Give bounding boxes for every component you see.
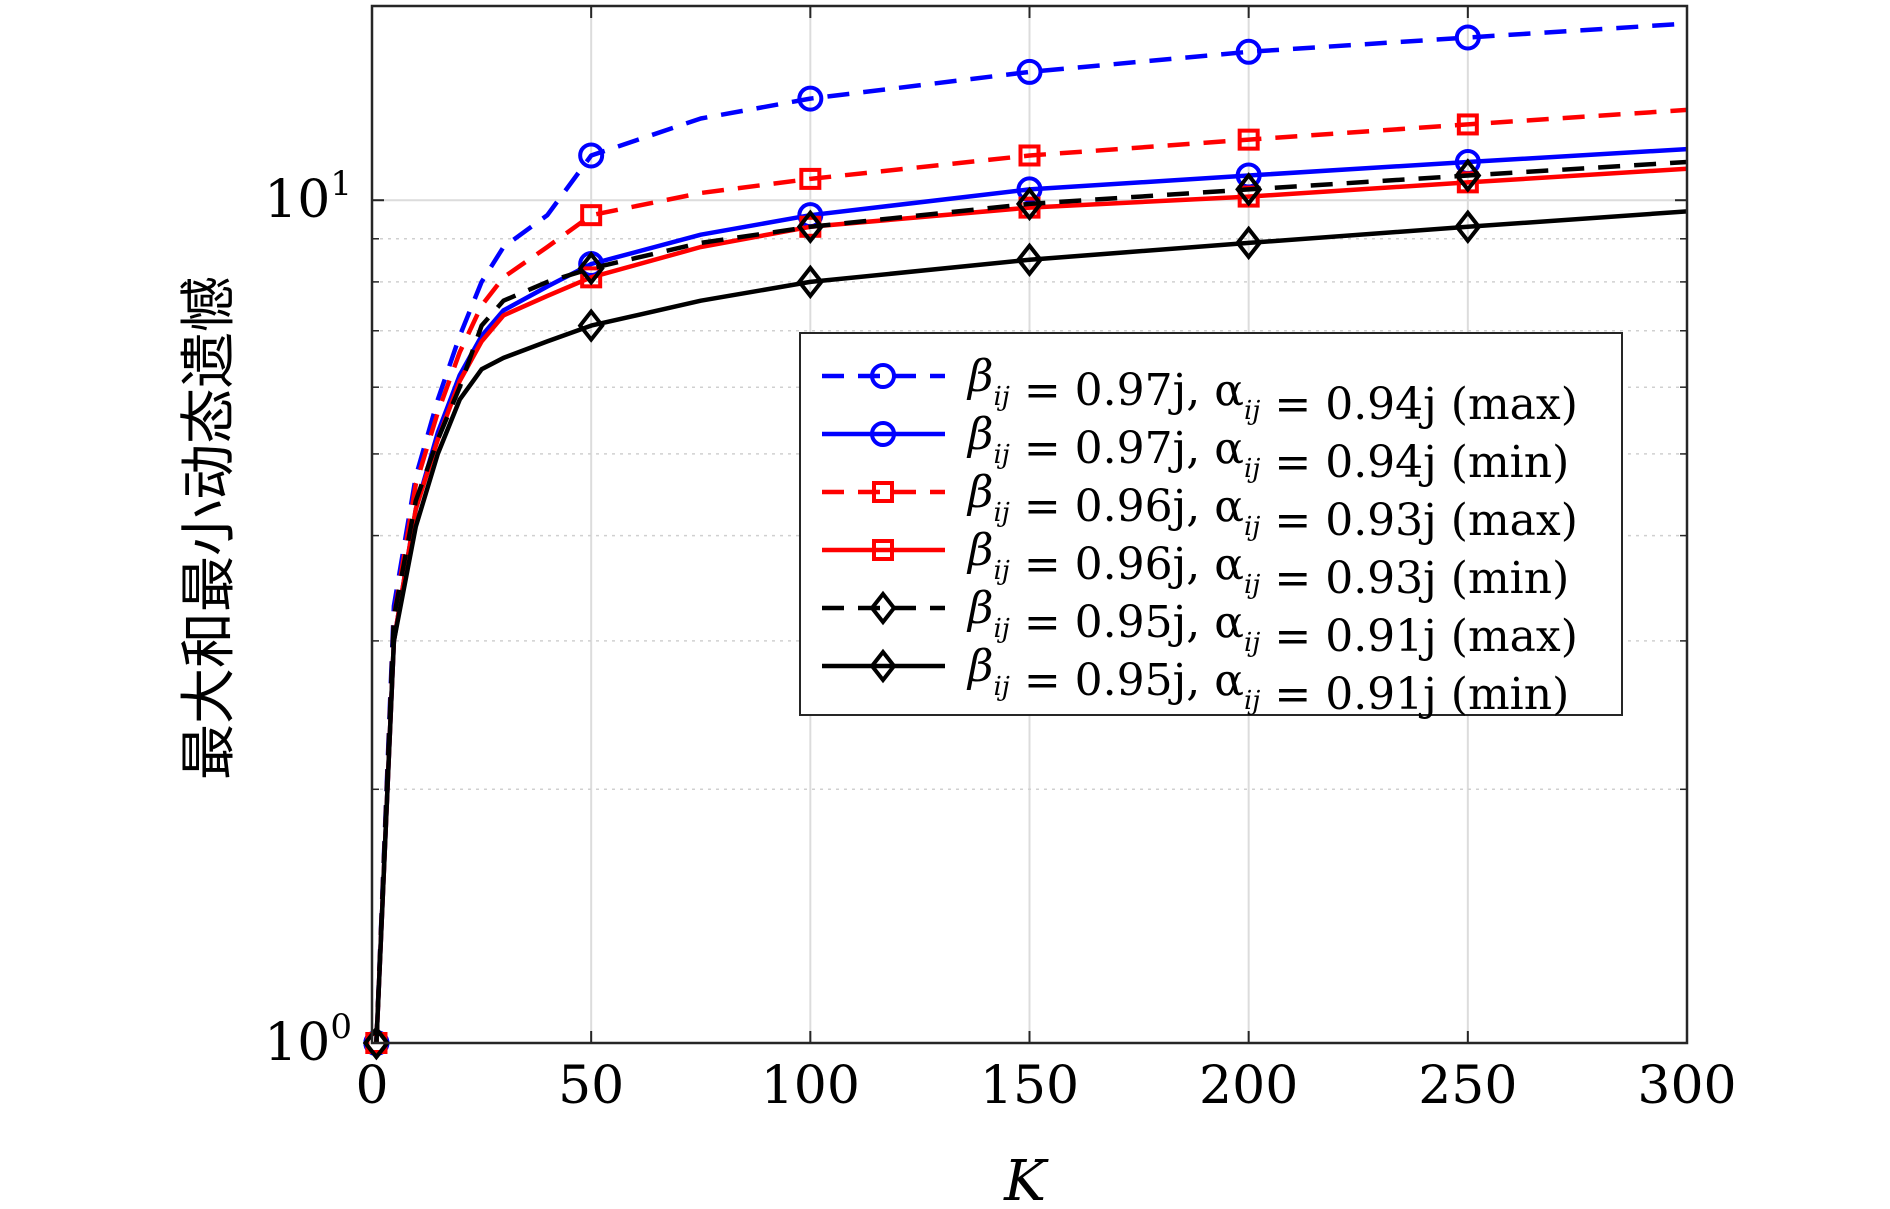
series-group — [362, 21, 1688, 1061]
x-tick-label: 50 — [558, 1056, 624, 1116]
x-tick-label: 200 — [1199, 1056, 1298, 1116]
series-marker — [796, 209, 824, 245]
series-6 — [362, 209, 1688, 1061]
series-marker — [580, 266, 603, 289]
series-marker — [577, 308, 605, 343]
legend-marker — [870, 421, 896, 447]
x-tick-label: 150 — [980, 1056, 1079, 1116]
legend-entry: βij = 0.97j, αij = 0.94j (min) — [822, 409, 1569, 488]
legend-label: βij = 0.97j, αij = 0.94j (min) — [966, 409, 1569, 488]
legend-label: βij = 0.97j, αij = 0.94j (max) — [966, 351, 1578, 430]
legend-label: βij = 0.95j, αij = 0.91j (min) — [966, 641, 1569, 720]
legend-marker — [872, 539, 894, 561]
series-marker — [1454, 158, 1482, 193]
x-tick-label: 0 — [355, 1056, 388, 1116]
legend-entry: βij = 0.95j, αij = 0.91j (min) — [822, 641, 1569, 720]
series-marker — [796, 264, 824, 300]
series-marker — [577, 251, 605, 286]
legend-marker — [870, 363, 896, 389]
series-marker — [1235, 172, 1263, 207]
y-tick-label: 101 — [264, 164, 352, 230]
x-tick-label: 100 — [761, 1056, 860, 1116]
series-marker — [799, 167, 822, 190]
series-marker — [797, 85, 824, 112]
series-marker — [1454, 24, 1481, 51]
x-axis-label: K — [1003, 1149, 1049, 1209]
legend-marker — [869, 648, 897, 684]
series-marker — [1016, 58, 1043, 85]
series-marker — [1456, 113, 1479, 136]
axis-ticks: 0 50 100 150 200 250 300 100 101 — [264, 6, 1737, 1116]
series-marker — [1018, 144, 1041, 167]
series-marker — [580, 204, 603, 227]
series-marker — [1015, 242, 1044, 277]
legend: βij = 0.97j, αij = 0.94j (max)βij = 0.97… — [799, 332, 1623, 720]
legend-box — [799, 332, 1623, 716]
legend-label: βij = 0.96j, αij = 0.93j (max) — [966, 467, 1578, 546]
y-axis-label: 最大和最小动态遗憾 — [177, 276, 242, 780]
x-tick-label: 300 — [1637, 1056, 1736, 1116]
legend-entry: βij = 0.95j, αij = 0.91j (max) — [822, 583, 1578, 662]
legend-entry: βij = 0.96j, αij = 0.93j (min) — [822, 525, 1569, 604]
legend-entry: βij = 0.96j, αij = 0.93j (max) — [822, 467, 1578, 546]
legend-marker — [869, 590, 897, 626]
legend-marker — [872, 481, 894, 503]
series-line — [374, 159, 1688, 1044]
series-marker — [362, 1025, 390, 1061]
x-tick-label: 250 — [1418, 1056, 1517, 1116]
legend-label: βij = 0.95j, αij = 0.91j (max) — [966, 583, 1578, 662]
series-line — [374, 21, 1688, 1044]
series-marker — [1015, 186, 1044, 222]
series-marker — [1237, 128, 1260, 151]
series-marker — [1454, 209, 1482, 245]
series-marker — [578, 142, 605, 169]
legend-label: βij = 0.96j, αij = 0.93j (min) — [966, 525, 1569, 604]
series-marker — [1235, 225, 1263, 261]
y-tick-label: 100 — [264, 1007, 352, 1073]
series-line — [374, 209, 1688, 1044]
series-marker — [1235, 38, 1262, 65]
series-line — [374, 107, 1688, 1044]
legend-entry: βij = 0.97j, αij = 0.94j (max) — [822, 351, 1578, 430]
